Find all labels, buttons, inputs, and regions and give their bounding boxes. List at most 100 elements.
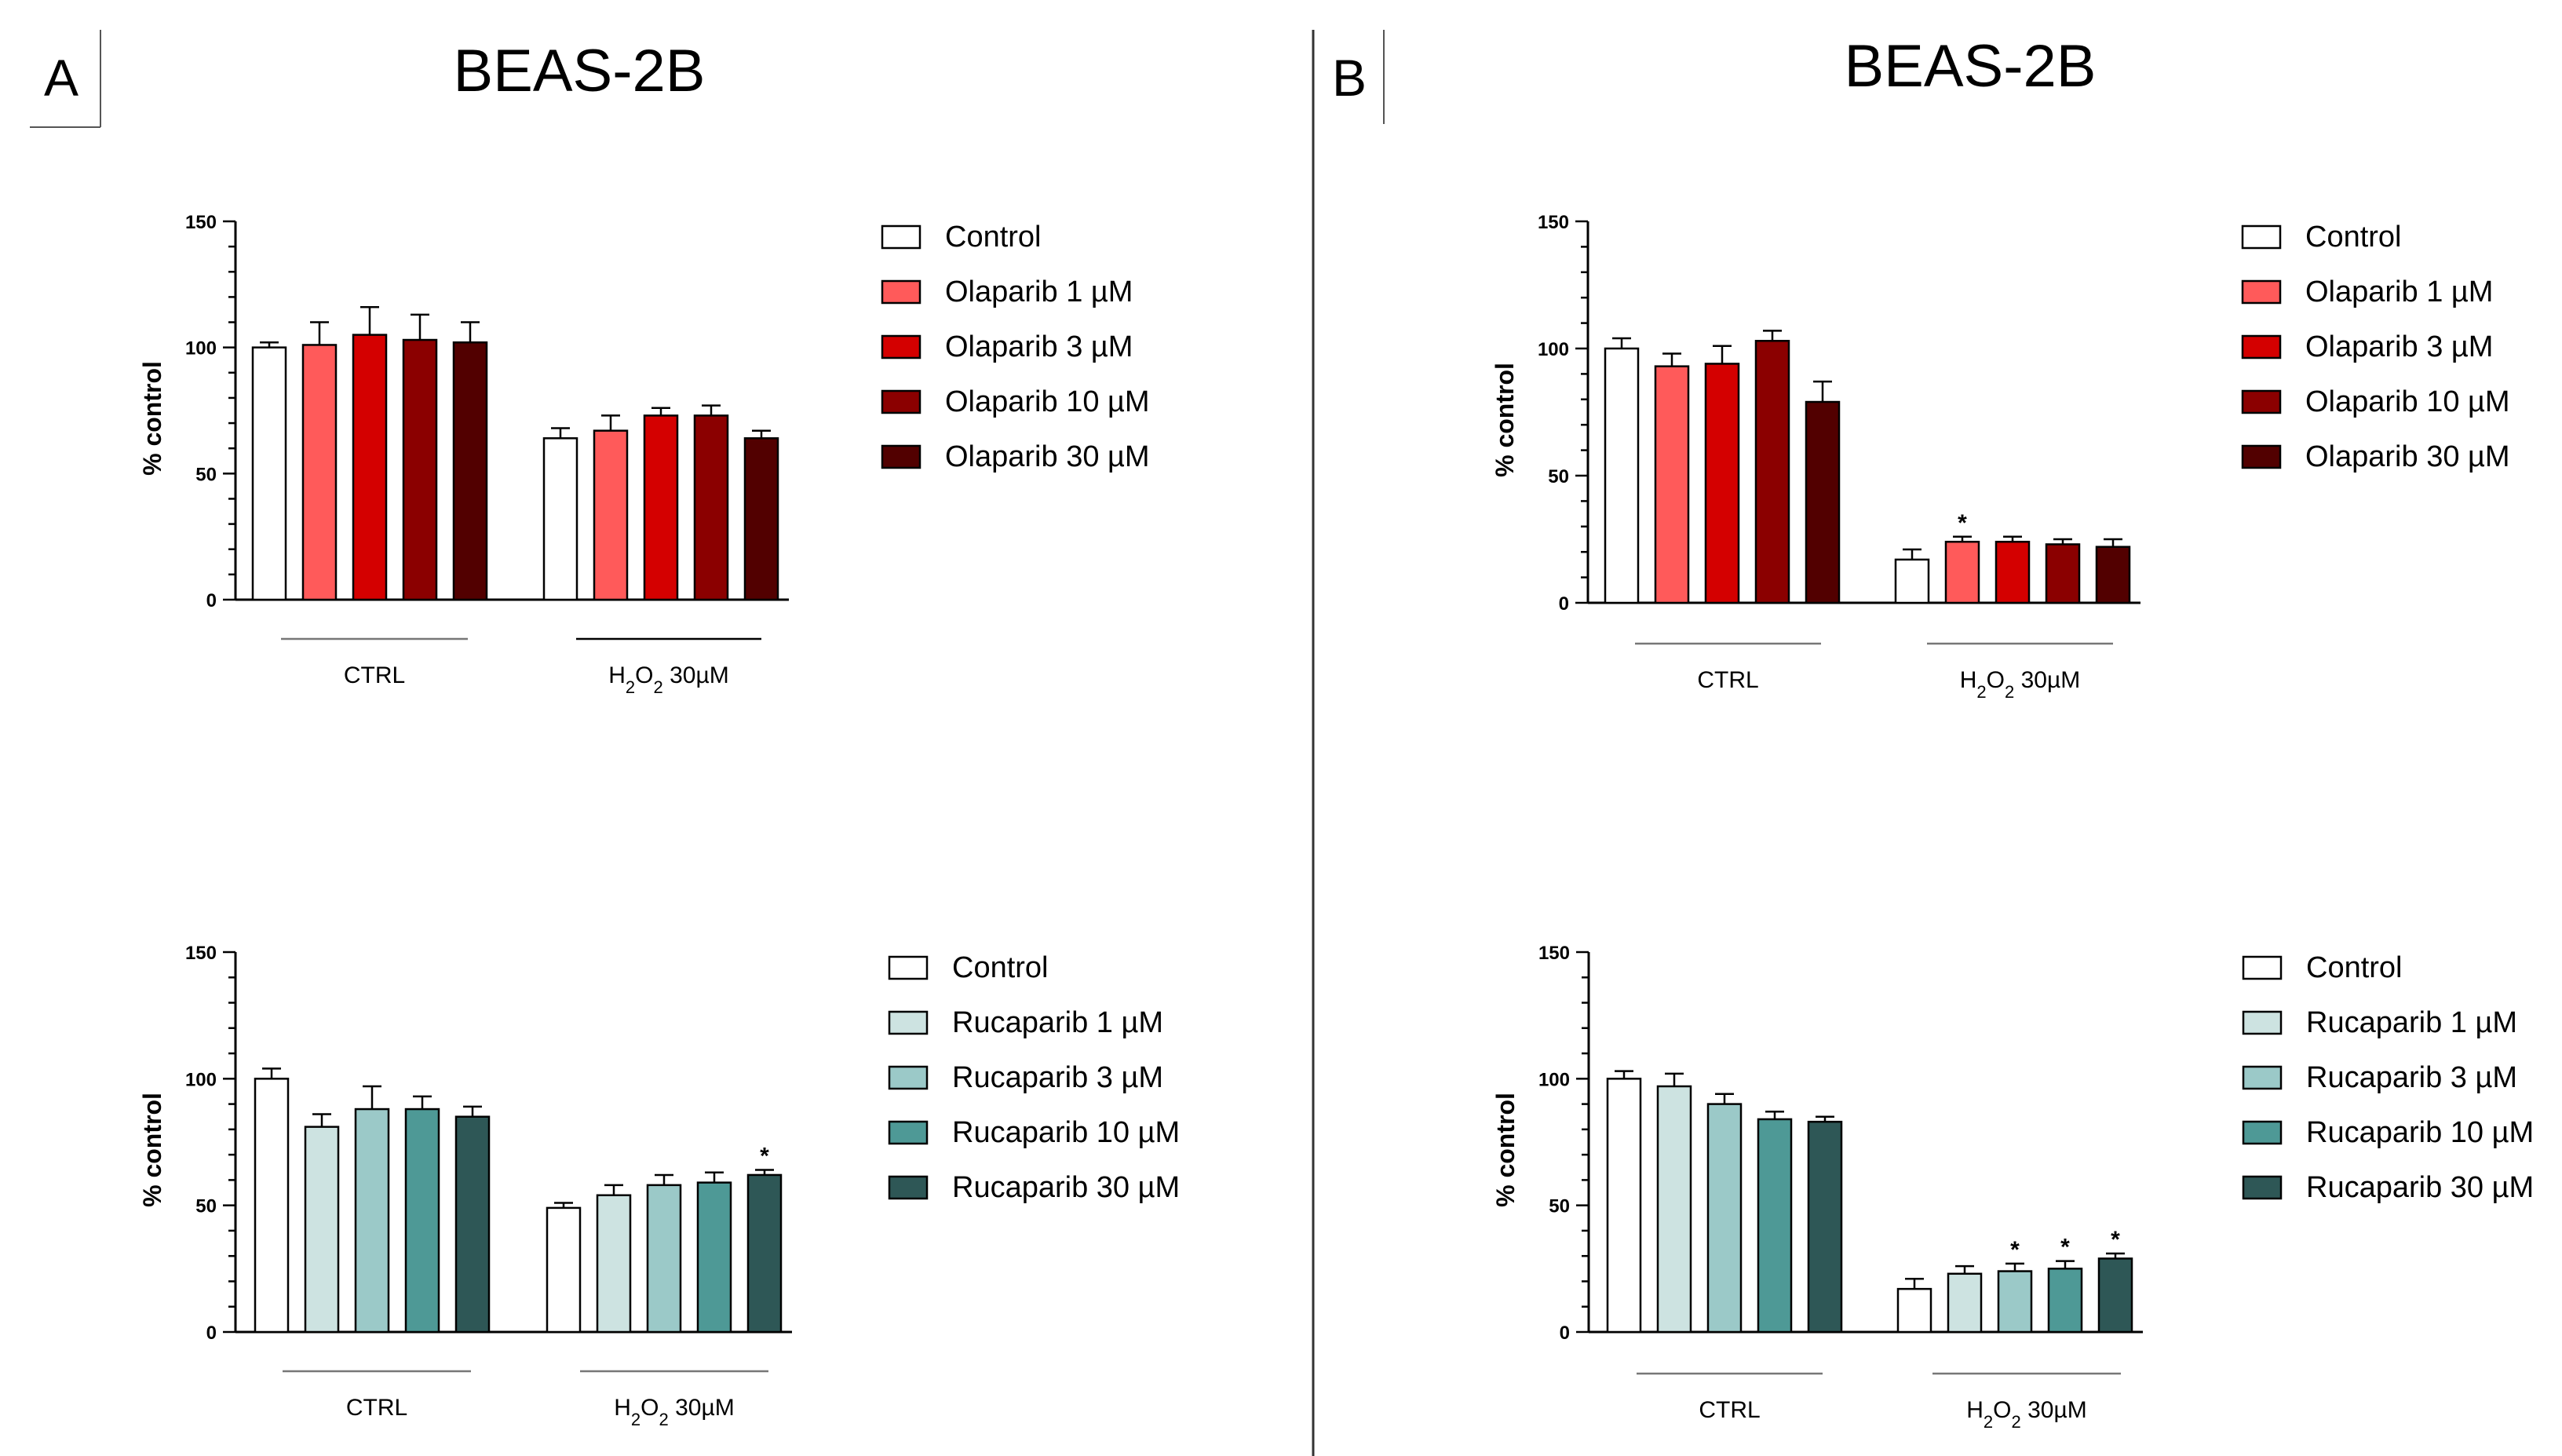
legend-label: Rucaparib 1 µM — [952, 1006, 1163, 1039]
panel-a-letter: A — [44, 49, 78, 107]
legend-label: Olaparib 30 µM — [945, 440, 1150, 473]
bar — [546, 1206, 582, 1334]
significance-marker: * — [1958, 510, 1967, 536]
bar — [352, 334, 388, 601]
bar — [1805, 400, 1841, 604]
significance-marker: * — [2111, 1227, 2120, 1253]
bar — [1604, 347, 1640, 604]
chart-A-olaparib: 0 50 100 150 % control CTRL H2O2 30µM Control Ol… — [138, 212, 1150, 697]
legend-swatch — [881, 279, 922, 305]
y-tick-label: 100 — [185, 1069, 217, 1090]
bar — [452, 341, 488, 601]
bar — [2045, 543, 2081, 604]
legend-swatch — [888, 1175, 929, 1200]
y-tick-label: 50 — [1548, 466, 1569, 487]
legend-swatch — [2241, 389, 2282, 414]
panel-b-letter: B — [1332, 49, 1367, 107]
legend-swatch — [2241, 279, 2282, 305]
y-tick-label: 100 — [1538, 1069, 1570, 1090]
y-tick-label: 50 — [1549, 1196, 1570, 1217]
legend-label: Olaparib 3 µM — [945, 330, 1133, 363]
significance-marker: * — [760, 1143, 769, 1169]
y-tick-label: 150 — [1538, 212, 1569, 233]
bar — [254, 1078, 290, 1334]
bar — [746, 1173, 783, 1334]
bar — [251, 346, 287, 601]
legend-label: Olaparib 1 µM — [945, 276, 1133, 308]
bar — [1656, 1085, 1692, 1334]
legend-swatch — [2241, 334, 2282, 359]
y-tick-label: 150 — [185, 943, 217, 964]
bar — [1706, 1103, 1743, 1334]
bar — [402, 338, 438, 601]
bar — [1757, 1118, 1793, 1334]
legend-label: Olaparib 30 µM — [2305, 440, 2510, 473]
group-label: H2O2 30µM — [614, 1395, 735, 1429]
legend-label: Olaparib 10 µM — [2305, 385, 2510, 418]
bar — [404, 1108, 440, 1334]
bar — [643, 414, 679, 601]
bar — [1994, 540, 2031, 604]
bar — [1997, 1270, 2033, 1334]
legend-swatch — [2242, 1010, 2283, 1035]
bar — [1807, 1120, 1843, 1334]
bar — [646, 1184, 682, 1334]
legend-label: Olaparib 10 µM — [945, 385, 1150, 418]
bar — [596, 1194, 632, 1334]
group-label: H2O2 30µM — [608, 662, 729, 697]
panel-b-title: BEAS-2B — [1844, 33, 2096, 100]
bar — [593, 429, 629, 601]
bar — [1894, 558, 1930, 604]
significance-marker: * — [2010, 1237, 2020, 1263]
chart-B-rucaparib: 0 50 100 150 % control * * * CTRL H2O2 30µM Contro… — [1491, 943, 2534, 1432]
y-tick-label: 0 — [1560, 1323, 1570, 1344]
y-tick-label: 0 — [1559, 593, 1569, 615]
bar — [743, 437, 779, 601]
legend-label: Olaparib 3 µM — [2305, 330, 2493, 363]
bar — [1896, 1287, 1932, 1334]
legend-label: Rucaparib 1 µM — [2306, 1006, 2517, 1039]
legend-swatch — [2242, 1120, 2283, 1145]
legend-swatch — [888, 1120, 929, 1145]
bar — [1606, 1078, 1642, 1334]
chart-A-rucaparib: 0 50 100 150 % control * CTRL H2O2 30µM Control R… — [138, 943, 1180, 1429]
bar — [693, 414, 729, 601]
legend-label: Rucaparib 30 µM — [2306, 1171, 2534, 1204]
bar — [1704, 363, 1740, 604]
legend-swatch — [881, 334, 922, 359]
y-tick-label: 50 — [195, 464, 217, 485]
legend-swatch — [881, 389, 922, 414]
legend-label: Control — [945, 221, 1042, 254]
bar — [696, 1181, 732, 1334]
legend-swatch — [2241, 224, 2282, 250]
bar — [1944, 540, 1980, 604]
legend-swatch — [888, 955, 929, 980]
charts-layer: 0 50 100 150 % control CTRL H2O2 30µM Control Ol… — [138, 212, 2534, 1432]
legend-label: Control — [2306, 951, 2403, 984]
legend-swatch — [2242, 1175, 2283, 1200]
legend-swatch — [888, 1010, 929, 1035]
y-axis-label: % control — [1491, 363, 1519, 477]
legend-label: Olaparib 1 µM — [2305, 276, 2493, 308]
legend-swatch — [881, 224, 922, 250]
y-tick-label: 0 — [206, 590, 217, 611]
y-tick-label: 100 — [185, 338, 217, 359]
legend-label: Rucaparib 3 µM — [2306, 1061, 2517, 1094]
chart-B-olaparib: 0 50 100 150 % control * CTRL H2O2 30µM Control O… — [1491, 212, 2510, 702]
legend-swatch — [2241, 444, 2282, 469]
bar — [1754, 340, 1790, 604]
y-axis-label: % control — [138, 361, 166, 476]
bar — [301, 344, 338, 601]
group-label: CTRL — [344, 662, 405, 688]
bar — [542, 437, 578, 601]
y-tick-label: 150 — [185, 212, 217, 233]
y-tick-label: 150 — [1538, 943, 1570, 964]
y-axis-label: % control — [138, 1093, 166, 1207]
legend-label: Rucaparib 30 µM — [952, 1171, 1180, 1204]
bar — [1947, 1272, 1983, 1334]
legend-label: Control — [952, 951, 1049, 984]
bar — [2095, 546, 2131, 604]
legend-swatch — [888, 1065, 929, 1090]
group-label: H2O2 30µM — [1966, 1397, 2087, 1432]
group-label: CTRL — [1699, 1397, 1760, 1423]
